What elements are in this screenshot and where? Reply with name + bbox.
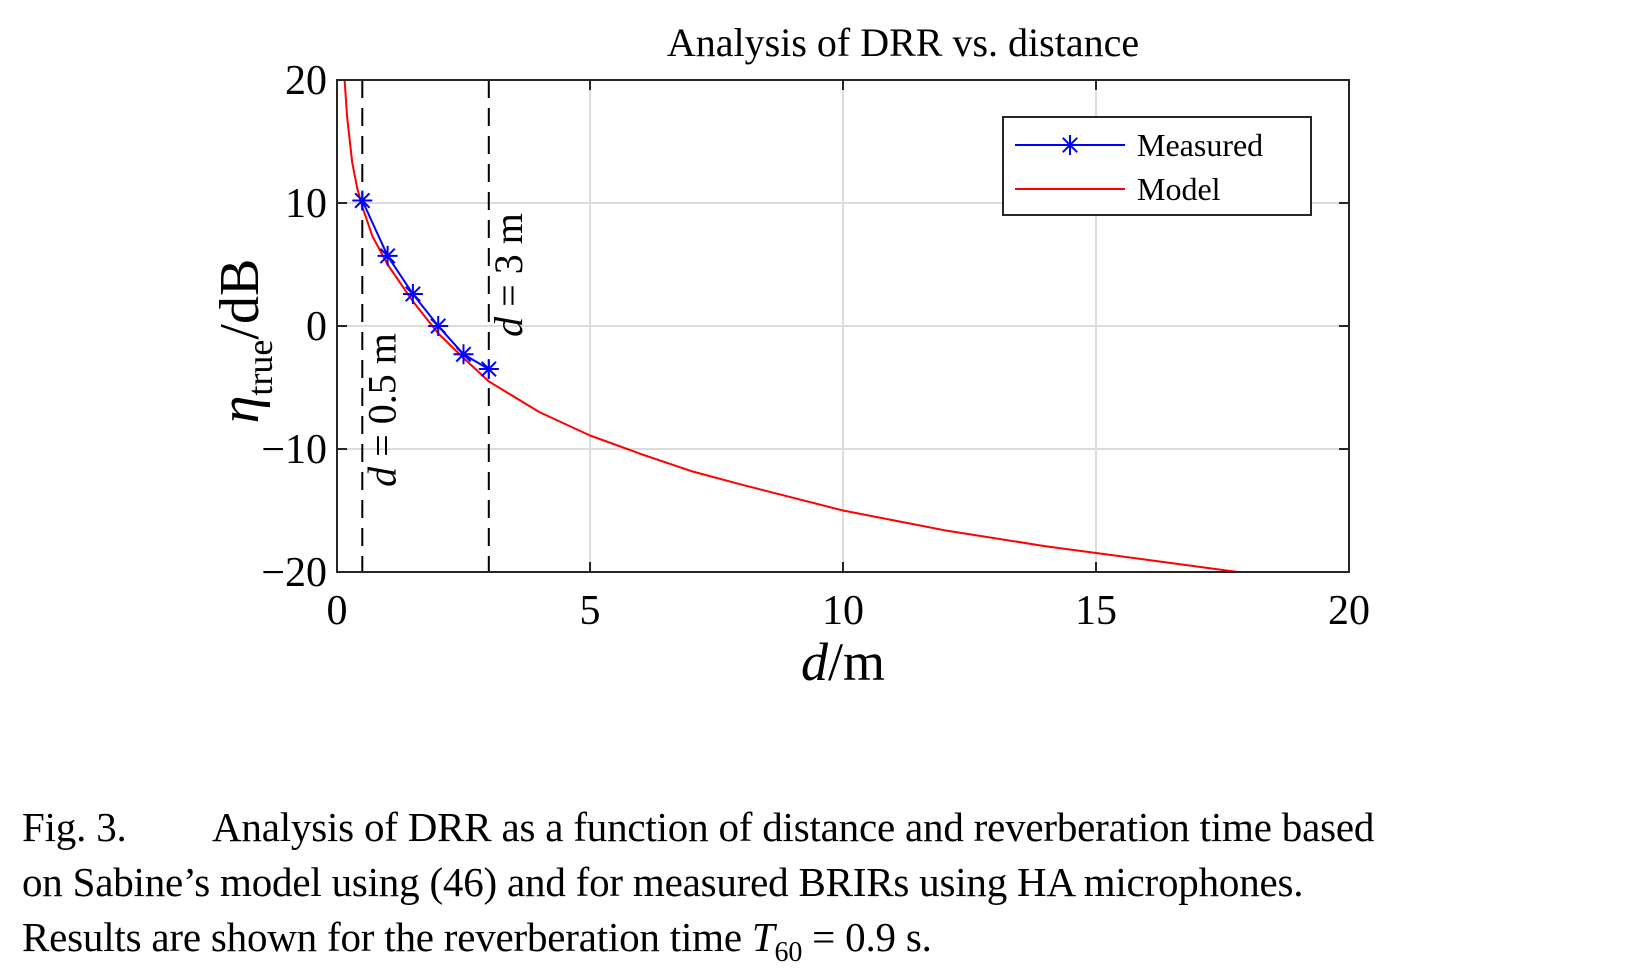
drr-distance-chart: d = 0.5 md = 3 m 0 5 10 15 2020100−10−20Anal…: [209, 20, 1370, 692]
x-axis-label: d/m: [801, 632, 885, 692]
reference-label-var: d: [486, 316, 531, 337]
measured-line: [361, 200, 490, 370]
measured-point: [377, 245, 398, 266]
x-tick-label: 15: [1075, 588, 1117, 634]
measured-point: [1060, 135, 1080, 155]
y-label-unit: /dB: [209, 259, 271, 340]
reference-line-label: d = 0.5 m: [359, 333, 404, 487]
caption-text-3-post: = 0.9 s.: [802, 914, 932, 960]
axes: 0 5 10 15 20 20 10 0 −10 −20 Analysis of DRR vs. d…: [209, 20, 1370, 692]
x-tick-label: 5: [580, 588, 601, 634]
legend: Measured Model: [1002, 116, 1312, 216]
caption-line-3: Results are shown for the reverberation …: [22, 910, 1622, 980]
caption-line-2: on Sabine’s model using (46) and for mea…: [22, 859, 1304, 905]
y-label-sub: true: [240, 340, 280, 396]
x-tick-label: 0: [327, 588, 348, 634]
x-tick-label: 20: [1328, 588, 1370, 634]
measured-point: [402, 284, 423, 305]
measured-point: [352, 190, 373, 211]
y-tick-label: 0: [306, 304, 327, 350]
y-axis-label: ηtrue/dB: [209, 259, 280, 424]
caption-figure-label: Fig. 3.: [22, 804, 127, 850]
data-series: [343, 79, 1238, 573]
chart-title: Analysis of DRR vs. distance: [667, 20, 1139, 65]
y-tick-label: 10: [285, 181, 327, 227]
caption-text-3-pre: Results are shown for the reverberation …: [22, 914, 752, 960]
x-label-var: d: [801, 632, 829, 692]
reference-lines: d = 0.5 md = 3 m: [359, 80, 531, 572]
caption-text-1: Analysis of DRR as a function of distanc…: [212, 804, 1375, 850]
y-tick-label: −20: [261, 550, 327, 596]
y-tick-label: −10: [261, 427, 327, 473]
y-label-var: η: [209, 396, 271, 424]
y-tick-label: 20: [285, 58, 327, 104]
legend-label: Measured: [1137, 127, 1263, 163]
caption-var-t: T: [751, 914, 775, 960]
legend-label: Model: [1137, 171, 1221, 207]
x-label-unit: /m: [828, 632, 885, 692]
reference-line-label: d = 3 m: [486, 213, 531, 337]
model-line: [343, 79, 1238, 573]
reference-label-var: d: [359, 466, 404, 487]
caption-line-1: Fig. 3. Analysis of DRR as a function of …: [22, 800, 1622, 855]
measured-point: [478, 359, 499, 380]
figure-caption: Fig. 3. Analysis of DRR as a function of …: [22, 800, 1622, 980]
caption-var-sub: 60: [774, 937, 803, 968]
reference-label-value: = 3 m: [486, 213, 531, 317]
x-tick-label: 10: [822, 588, 864, 634]
measured-point: [428, 316, 449, 336]
reference-label-value: = 0.5 m: [359, 333, 404, 467]
legend-box: [1002, 116, 1312, 216]
measured-point: [453, 344, 474, 365]
